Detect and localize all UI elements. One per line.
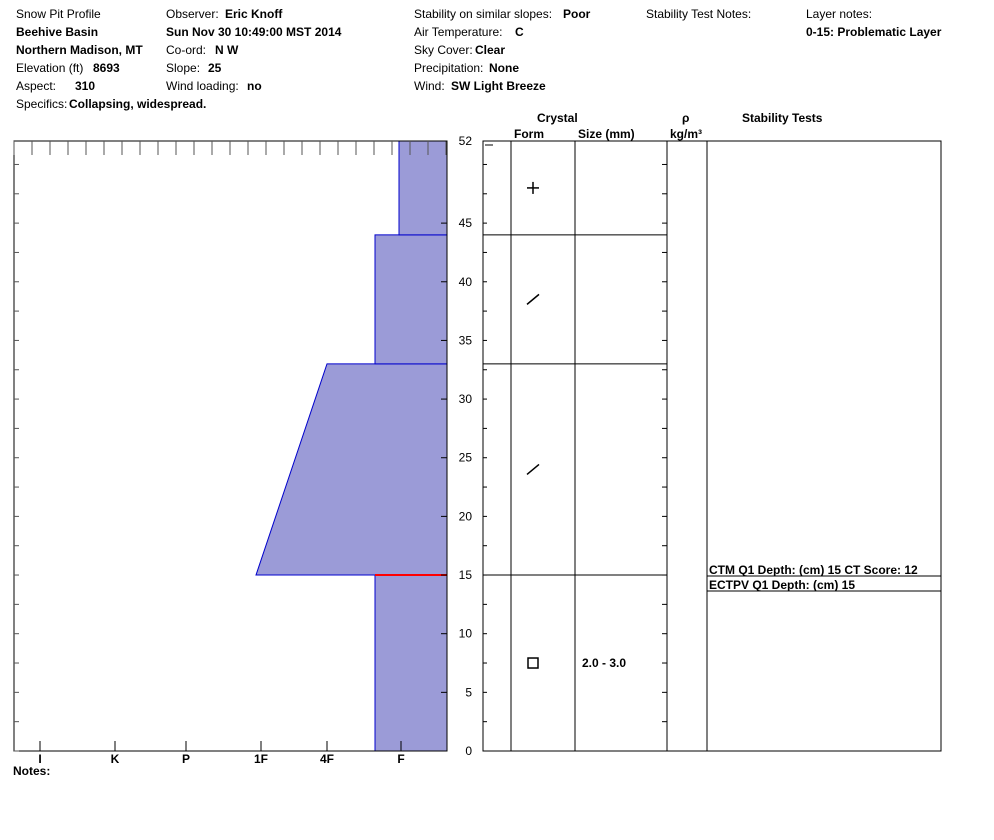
y-tick-label-6: 30 (459, 392, 473, 406)
specifics-value: Collapsing, widespread. (69, 97, 207, 111)
sky-cover-value: Clear (475, 43, 506, 57)
y-tick-label-9: 45 (459, 216, 473, 230)
precipitation-label: Precipitation: (414, 61, 484, 75)
observer-value: Eric Knoff (225, 7, 283, 21)
elevation-label: Elevation (ft) (16, 61, 84, 75)
aspect-label: Aspect: (16, 79, 57, 93)
x-tick-label-1: K (111, 752, 120, 766)
region: Northern Madison, MT (16, 43, 143, 57)
hardness-layer-0 (374, 574, 448, 752)
layer-notes-label: Layer notes: (806, 7, 873, 21)
x-tick-label-5: F (397, 752, 404, 766)
precipitation-value: None (489, 61, 519, 75)
specifics-label: Specifics: (16, 97, 68, 111)
report-title: Snow Pit Profile (16, 7, 101, 21)
slope-label: Slope: (166, 61, 201, 75)
layer-notes-value: 0-15: Problematic Layer (806, 25, 942, 39)
stability-test-notes-label: Stability Test Notes: (646, 7, 752, 21)
hardness-layer-1 (255, 363, 448, 576)
air-temp-value: C (515, 25, 524, 39)
square-crystal-icon (527, 657, 539, 669)
crystal-header: Crystal (537, 111, 578, 125)
y-tick-label-8: 40 (459, 275, 473, 289)
y-tick-label-3: 15 (459, 568, 473, 582)
stability-test-ectpv: ECTPV Q1 Depth: (cm) 15 (709, 578, 856, 592)
x-tick-label-2: P (182, 752, 190, 766)
hardness-layer-2 (374, 234, 448, 365)
y-tick-label-4: 20 (459, 509, 473, 523)
stability-value: Poor (563, 7, 591, 21)
size-header: Size (mm) (578, 127, 635, 141)
stability-tests-frame (706, 140, 942, 752)
observer-label: Observer: (166, 7, 219, 21)
y-tick-label-5: 25 (459, 451, 473, 465)
y-tick-label-0: 0 (465, 744, 472, 758)
aspect-value: 310 (75, 79, 96, 93)
observation-datetime: Sun Nov 30 10:49:00 MST 2014 (166, 25, 342, 39)
wind-label: Wind: (414, 79, 445, 93)
elevation-value: 8693 (93, 61, 120, 75)
coord-value: N W (215, 43, 239, 57)
wind-value: SW Light Breeze (451, 79, 546, 93)
rho-header: ρ (682, 111, 690, 125)
y-tick-label-10: 52 (459, 134, 473, 148)
stability-test-ctm: CTM Q1 Depth: (cm) 15 CT Score: 12 (709, 563, 918, 577)
slope-value: 25 (208, 61, 222, 75)
notes-label: Notes: (13, 764, 51, 778)
stability-tests-header: Stability Tests (742, 111, 823, 125)
form-header: Form (514, 127, 544, 141)
wind-loading-value: no (247, 79, 262, 93)
coord-label: Co-ord: (166, 43, 207, 57)
density-column-frame (666, 140, 708, 752)
location: Beehive Basin (16, 25, 99, 39)
wind-loading-label: Wind loading: (166, 79, 239, 93)
air-temp-label: Air Temperature: (414, 25, 503, 39)
density-unit-header: kg/m³ (670, 127, 703, 141)
slash-crystal-icon (526, 293, 540, 305)
x-tick-label-4: 4F (320, 752, 334, 766)
x-tick-label-0: I (38, 752, 41, 766)
x-tick-label-3: 1F (254, 752, 268, 766)
y-tick-label-1: 5 (465, 685, 472, 699)
hardness-layer-3 (398, 140, 448, 236)
y-tick-label-7: 35 (459, 333, 473, 347)
stability-label: Stability on similar slopes: (414, 7, 553, 21)
crystal-size-0: 2.0 - 3.0 (582, 656, 626, 670)
sky-cover-label: Sky Cover: (414, 43, 473, 57)
slash-crystal-icon (526, 463, 540, 476)
y-tick-label-2: 10 (459, 627, 473, 641)
